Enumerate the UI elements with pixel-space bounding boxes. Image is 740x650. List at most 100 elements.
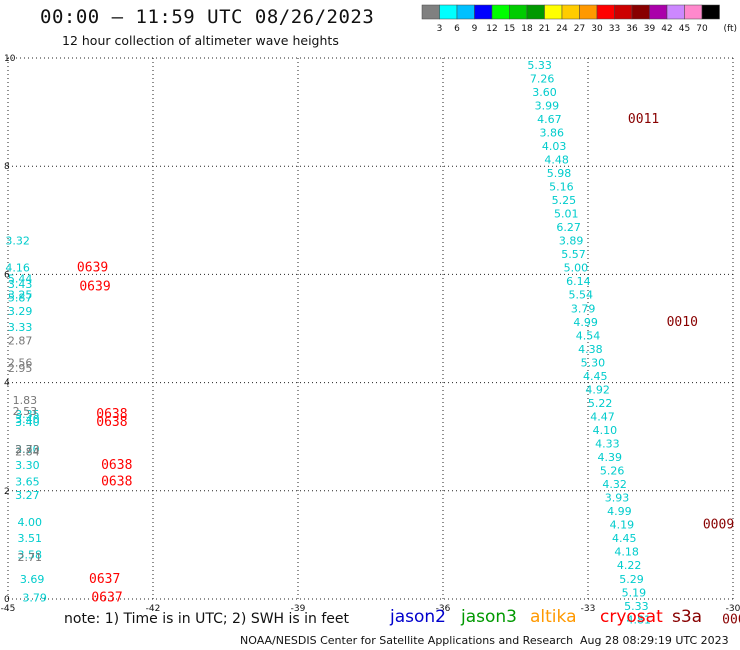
legend-jason2: jason2 xyxy=(390,607,446,627)
data-point: 2.56 xyxy=(8,356,33,369)
axis-ticks: -45 -42 -39 -36 -33 -30 0 2 4 6 8 10 xyxy=(1,54,740,614)
data-point: 4.47 xyxy=(590,410,615,423)
data-point: 5.00 xyxy=(564,262,589,275)
data-point: 5.98 xyxy=(547,167,572,180)
scale-label: 9 xyxy=(472,24,478,34)
time-label: 0008 xyxy=(722,612,740,627)
data-point: 4.45 xyxy=(583,370,608,383)
scale-unit: (ft) xyxy=(724,24,738,34)
data-point: 4.67 xyxy=(537,113,562,126)
scale-swatch xyxy=(439,4,458,20)
x-tick-label: -36 xyxy=(436,604,451,614)
data-point: 5.33 xyxy=(624,600,649,613)
grid xyxy=(7,57,734,600)
scale-swatch xyxy=(614,4,633,20)
data-point: 3.29 xyxy=(8,305,33,318)
scale-swatch xyxy=(526,4,545,20)
scale-label: 24 xyxy=(556,24,568,34)
data-point: 3.25 xyxy=(8,289,33,302)
data-point: 5.22 xyxy=(588,397,613,410)
data-point: 3.60 xyxy=(532,86,557,99)
time-label: 0637 xyxy=(91,591,122,606)
data-point: 2.84 xyxy=(15,446,40,459)
data-point: 3.40 xyxy=(15,416,40,429)
color-scale: 3 6 9 12 15 18 21 24 27 30 33 36 39 42 45 70 (ft) xyxy=(421,4,738,34)
x-tick-label: -42 xyxy=(146,604,161,614)
x-tick-label: -33 xyxy=(581,604,596,614)
data-point: 7.26 xyxy=(530,72,555,85)
subtitle: 12 hour collection of altimeter wave hei… xyxy=(62,33,339,48)
scale-swatch xyxy=(421,4,440,20)
data-point: 3.99 xyxy=(535,99,560,112)
scale-label: 36 xyxy=(626,24,638,34)
data-point: 3.43 xyxy=(8,278,33,291)
time-label: 0638 xyxy=(101,474,132,489)
data-point: 4.10 xyxy=(593,424,618,437)
time-label: 0638 xyxy=(96,407,127,422)
scale-swatch xyxy=(491,4,510,20)
data-point: 4.38 xyxy=(578,343,603,356)
data-point: 4.03 xyxy=(542,140,567,153)
scale-label: 27 xyxy=(574,24,585,34)
y-tick-label: 2 xyxy=(4,487,10,497)
data-point: 3.32 xyxy=(5,235,30,248)
data-point: 3.86 xyxy=(540,126,565,139)
data-point: 4.48 xyxy=(544,153,569,166)
x-tick-label: -45 xyxy=(1,604,16,614)
scale-swatch xyxy=(596,4,615,20)
scale-swatch xyxy=(456,4,475,20)
data-point: 3.30 xyxy=(15,459,40,472)
scale-swatch xyxy=(701,4,720,20)
scale-label: 18 xyxy=(521,24,533,34)
scale-swatch xyxy=(579,4,598,20)
data-point: 3.69 xyxy=(20,573,45,586)
y-tick-label: 0 xyxy=(4,595,10,605)
y-tick-label: 10 xyxy=(4,54,16,64)
scale-swatch xyxy=(509,4,528,20)
time-label: 0639 xyxy=(77,261,108,276)
data-point: 3.40 xyxy=(15,413,40,426)
data-point: 3.51 xyxy=(18,532,43,545)
time-label: 0010 xyxy=(667,315,698,330)
scale-swatch xyxy=(649,4,668,20)
scale-swatch xyxy=(666,4,685,20)
scale-label: 30 xyxy=(591,24,603,34)
data-point: 4.92 xyxy=(585,383,610,396)
legend-altika: altika xyxy=(530,607,577,627)
scale-label: 3 xyxy=(437,24,443,34)
data-point: 4.99 xyxy=(573,316,598,329)
data-point: 2.71 xyxy=(18,551,43,564)
scale-label: 15 xyxy=(504,24,515,34)
data-point: 4.19 xyxy=(610,519,635,532)
data-point: 5.29 xyxy=(619,573,644,586)
data-point: 3.58 xyxy=(18,548,43,561)
data-point: 5.16 xyxy=(549,181,574,194)
scale-label: 39 xyxy=(644,24,656,34)
data-point: 2.95 xyxy=(8,362,33,375)
legend-jason3: jason3 xyxy=(461,607,517,627)
data-point: 4.32 xyxy=(602,478,627,491)
legend-s3a: s3a xyxy=(672,607,703,627)
scale-swatch xyxy=(684,4,703,20)
time-label: 0638 xyxy=(101,458,132,473)
data-point: 2.73 xyxy=(15,443,40,456)
scale-swatch xyxy=(544,4,563,20)
data-point: 4.33 xyxy=(595,438,620,451)
scale-label: 42 xyxy=(661,24,672,34)
data-point: 5.30 xyxy=(581,356,606,369)
data-point: 2.87 xyxy=(8,335,33,348)
scale-swatch xyxy=(561,4,580,20)
data-point: 5.19 xyxy=(622,586,647,599)
x-tick-label: -30 xyxy=(726,604,740,614)
credit: NOAA/NESDIS Center for Satellite Applica… xyxy=(240,634,574,647)
data-point: 5.33 xyxy=(527,59,552,72)
scale-label: 70 xyxy=(696,24,708,34)
data-point: 5.26 xyxy=(600,465,625,478)
time-label: 0637 xyxy=(89,572,120,587)
data-point: 5.54 xyxy=(569,289,594,302)
timestamp: Aug 28 08:29:19 UTC 2023 xyxy=(580,634,729,647)
data-point: 4.45 xyxy=(612,532,637,545)
data-point: 4.81 xyxy=(627,613,652,626)
y-tick-label: 6 xyxy=(4,270,10,280)
data-point: 4.99 xyxy=(607,505,632,518)
